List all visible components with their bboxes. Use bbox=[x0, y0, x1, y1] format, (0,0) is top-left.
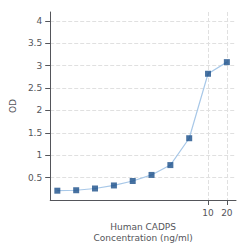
svg-text:3.5: 3.5 bbox=[28, 38, 42, 48]
svg-text:1.5: 1.5 bbox=[28, 128, 42, 138]
svg-text:2: 2 bbox=[36, 105, 42, 115]
svg-text:3: 3 bbox=[36, 61, 42, 71]
svg-text:2.5: 2.5 bbox=[28, 83, 42, 93]
svg-text:Concentration (ng/ml): Concentration (ng/ml) bbox=[93, 233, 192, 243]
svg-text:4: 4 bbox=[36, 16, 42, 26]
svg-text:0.5: 0.5 bbox=[28, 173, 42, 183]
svg-text:1: 1 bbox=[36, 150, 42, 160]
svg-text:20: 20 bbox=[221, 208, 233, 218]
svg-text:10: 10 bbox=[202, 208, 214, 218]
svg-text:OD: OD bbox=[8, 99, 18, 113]
svg-text:Human CADPS: Human CADPS bbox=[110, 222, 176, 232]
